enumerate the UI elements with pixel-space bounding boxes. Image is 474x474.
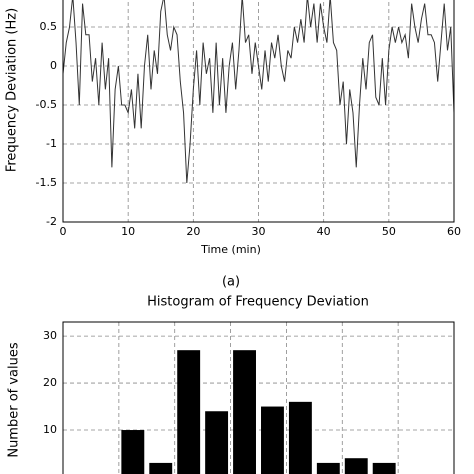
bar xyxy=(288,401,312,474)
x-tick-label: 20 xyxy=(186,225,200,238)
y-tick-label: 0 xyxy=(50,59,57,72)
x-tick-label: 50 xyxy=(382,225,396,238)
bar xyxy=(233,350,256,474)
y-axis-label: Frequency Deviation (Hz) xyxy=(5,8,20,172)
y-tick-label: 10 xyxy=(43,423,57,436)
y-axis-label: Number of values xyxy=(7,342,22,458)
x-tick-label: 40 xyxy=(317,225,331,238)
y-tick-label: 30 xyxy=(43,329,57,342)
caption: (a) xyxy=(222,275,240,290)
bar xyxy=(177,350,201,474)
y-tick-label: 0.5 xyxy=(40,20,58,33)
bar xyxy=(316,462,340,474)
y-tick-label: -1 xyxy=(46,137,57,150)
bar xyxy=(149,462,173,474)
data-line xyxy=(62,0,455,184)
x-tick-label: 60 xyxy=(447,225,461,238)
bar xyxy=(372,462,396,474)
bar xyxy=(261,406,284,474)
y-tick-label: -0.5 xyxy=(36,98,57,111)
x-tick-label: 0 xyxy=(60,225,67,238)
plot-frame xyxy=(62,0,455,223)
chart-title: Histogram of Frequency Deviation xyxy=(147,295,369,310)
bar xyxy=(205,411,229,474)
plot-frame xyxy=(62,321,455,474)
bar xyxy=(121,430,145,474)
y-tick-label: -1.5 xyxy=(36,176,57,189)
y-tick-label: 20 xyxy=(43,376,57,389)
x-axis-label: Time (min) xyxy=(200,243,261,256)
y-tick-label: -2 xyxy=(46,215,57,228)
x-tick-label: 30 xyxy=(252,225,266,238)
bar xyxy=(344,458,368,474)
x-tick-label: 10 xyxy=(121,225,135,238)
